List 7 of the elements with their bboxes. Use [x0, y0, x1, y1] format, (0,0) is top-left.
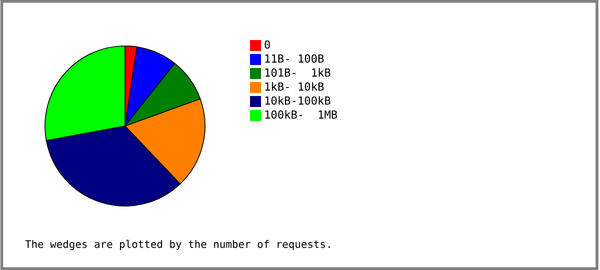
text: The wedges are plotted by the number of requests.	[25, 240, 330, 250]
legend-label: 100kB- 1MB	[265, 110, 338, 119]
legend-label: 101B- 1kB	[265, 68, 330, 77]
legend-label: 0	[264, 40, 270, 49]
legend-label: 11B- 100B	[265, 54, 324, 63]
legend-label: 1kB- 10kB	[265, 82, 324, 91]
legend-label: 10kB-100kB	[265, 96, 330, 105]
